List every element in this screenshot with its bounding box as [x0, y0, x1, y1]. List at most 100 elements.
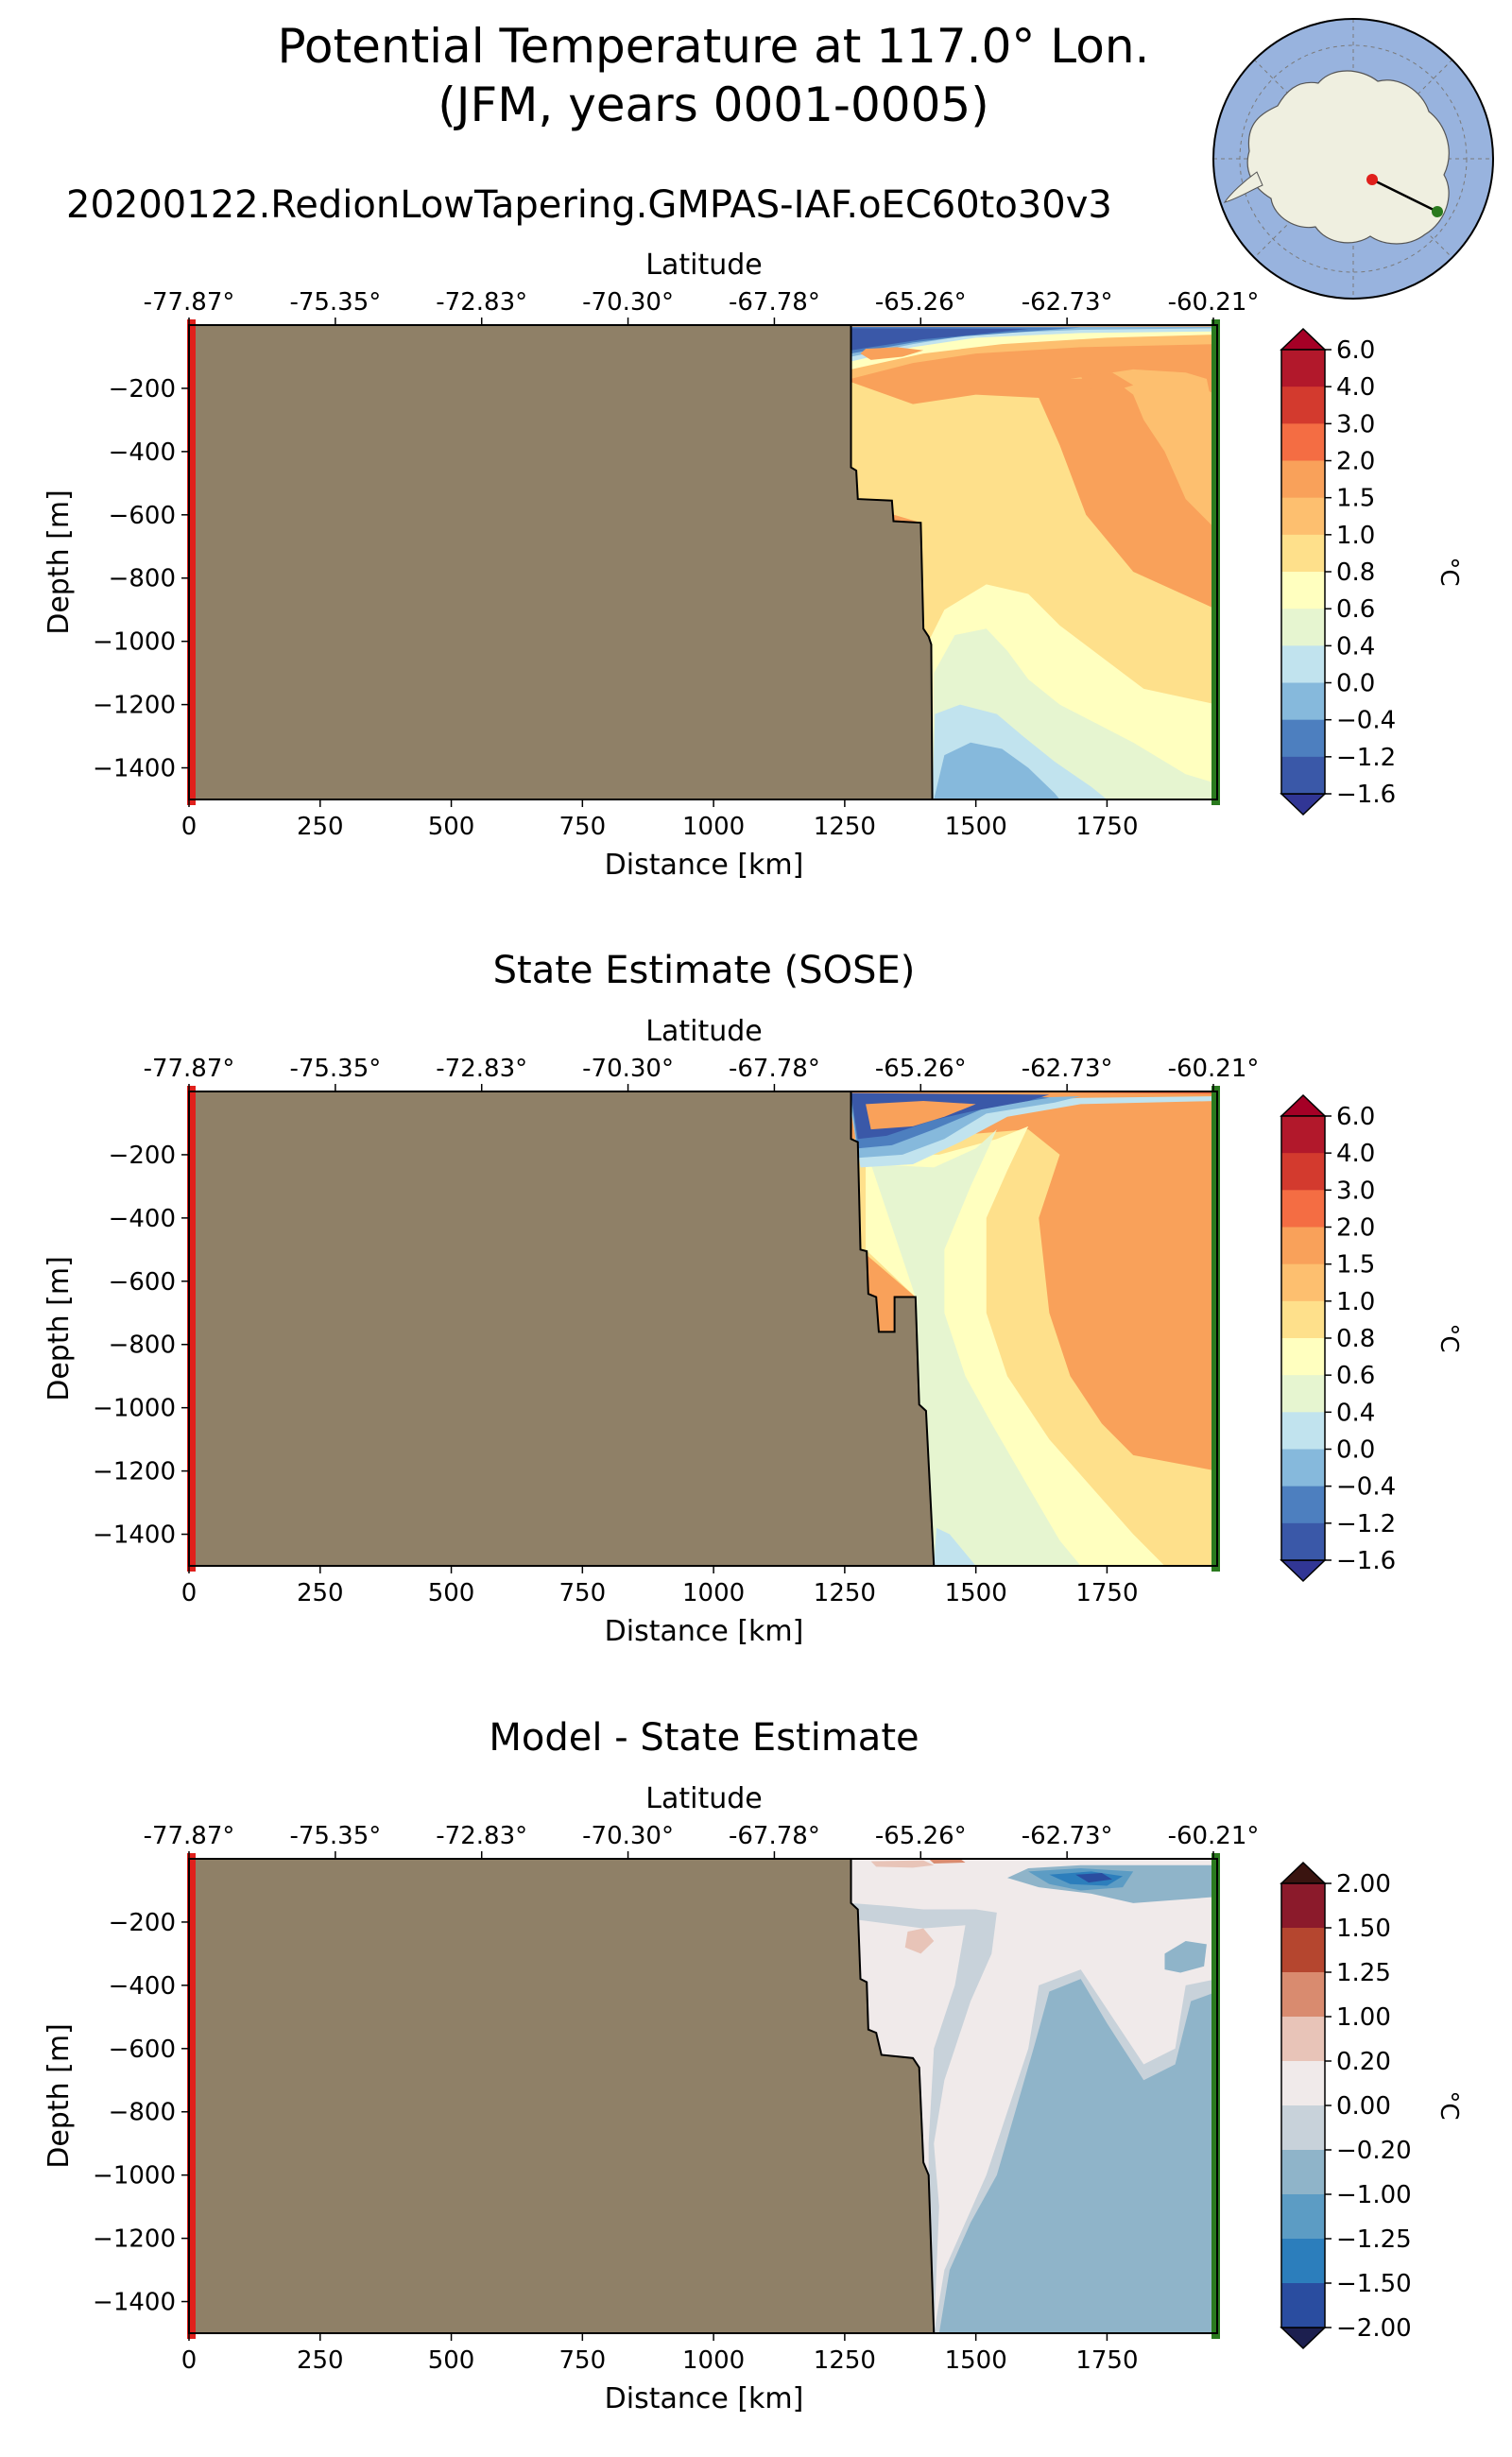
section-end-bar [1211, 319, 1220, 805]
y-tick-label: −1200 [93, 1458, 176, 1486]
colorbar-swatch-5 [1281, 1300, 1325, 1339]
x-axis-label: Distance [km] [605, 1615, 804, 1648]
coastline-contour [850, 325, 934, 799]
colorbar-tick-label: 1.5 [1336, 485, 1375, 513]
colorbar-tick-label: 1.50 [1336, 1915, 1391, 1943]
contour-region-13 [1075, 1873, 1112, 1883]
y-tick-label: −200 [109, 1142, 176, 1170]
contour-region-2 [870, 1129, 1081, 1566]
map-border [1212, 18, 1494, 300]
panel-title: State Estimate (SOSE) [493, 949, 916, 992]
antarctica-map-icon [1212, 18, 1494, 300]
colorbar-under-triangle [1280, 2327, 1327, 2350]
contour-region-10 [1101, 1904, 1155, 1913]
lat-tick-label: -67.78° [729, 1055, 820, 1083]
coastline-contour [850, 1859, 936, 2333]
y-tick-label: −1200 [93, 2225, 176, 2254]
y-tick-label: −1000 [93, 628, 176, 657]
contour-region-7 [870, 1860, 935, 1868]
colorbar-swatch-3 [1281, 460, 1325, 499]
section-panel-2: State Estimate (SOSE) 0 250 500 750 1000 1250 1… [43, 949, 1463, 1648]
colorbar: 6.0 4.0 3.0 2.0 1.5 1.0 0.8 0.6 0.4 0.0 −0.4 −1.2 −1… [1280, 327, 1463, 816]
contour-region-8 [866, 1101, 976, 1130]
colorbar-tick-label: 0.20 [1336, 2048, 1391, 2076]
y-tick-label: −600 [109, 502, 176, 530]
colorbar-under-triangle [1280, 1559, 1327, 1583]
x-tick-label: 500 [428, 2346, 475, 2375]
land-mask [189, 325, 933, 799]
lat-tick-label: -77.87° [144, 1055, 235, 1083]
lat-tick-label: -65.26° [875, 1055, 967, 1083]
colorbar-swatch-0 [1281, 350, 1325, 387]
colorbar-tick-label: 0.0 [1336, 1436, 1375, 1465]
contour-region-1 [850, 1918, 966, 2175]
plot-frame [188, 1858, 1218, 2334]
section-start-bar [187, 1086, 196, 1572]
contour-region-11 [860, 347, 924, 360]
colorbar-tick-label: 1.0 [1336, 522, 1375, 550]
x-tick-label: 1250 [814, 2346, 876, 2375]
top-axis-label: Latitude [645, 1782, 762, 1815]
y-tick-label: −200 [109, 1909, 176, 1937]
colorbar-tick-label: −0.4 [1336, 707, 1396, 735]
y-axis-label: Depth [m] [43, 490, 76, 635]
colorbar-tick-label: 2.0 [1336, 448, 1375, 476]
colorbar-swatch-3 [1281, 1227, 1325, 1265]
colorbar-tick-label: 0.8 [1336, 558, 1375, 587]
contour-region-13 [1080, 372, 1134, 392]
x-tick-label: 250 [297, 813, 344, 841]
colorbar-tick-label: 1.0 [1336, 1288, 1375, 1316]
y-tick-label: −800 [109, 1332, 176, 1360]
x-tick-label: 1000 [682, 813, 745, 841]
colorbar-tick-label: 3.0 [1336, 410, 1375, 438]
colorbar-tick-label: −1.2 [1336, 744, 1396, 772]
colorbar-label: °C [1435, 2090, 1463, 2120]
transect-line [1371, 178, 1438, 214]
colorbar-swatch-1 [1281, 1153, 1325, 1191]
colorbar-swatch-4 [1281, 497, 1325, 536]
colorbar-swatch-5 [1281, 534, 1325, 573]
x-tick-label: 0 [181, 1579, 198, 1607]
colorbar-swatch-10 [1281, 719, 1325, 758]
colorbar-tick-label: 4.0 [1336, 1140, 1375, 1168]
colorbar-swatch-1 [1281, 1928, 1325, 1973]
colorbar-swatch-8 [1281, 1412, 1325, 1450]
contour-region-12 [1070, 369, 1217, 531]
plot-area [189, 1859, 1217, 2333]
lat-tick-label: -77.87° [144, 1822, 235, 1850]
colorbar-swatch-8 [1281, 645, 1325, 683]
colorbar-swatch-9 [1281, 682, 1325, 721]
colorbar-tick-label: 0.8 [1336, 1325, 1375, 1353]
x-tick-label: 1250 [814, 813, 876, 841]
colorbar-tick-label: 6.0 [1336, 336, 1375, 365]
lat-tick-label: -60.21° [1168, 288, 1260, 317]
y-axis-label: Depth [m] [43, 2023, 76, 2169]
colorbar-swatch-4 [1281, 2061, 1325, 2106]
colorbar-swatch-4 [1281, 1263, 1325, 1302]
colorbar-swatch-2 [1281, 423, 1325, 461]
y-tick-label: −1400 [93, 1521, 176, 1550]
y-axis-label: Depth [m] [43, 1256, 76, 1401]
lat-tick-label: -60.21° [1168, 1822, 1260, 1850]
colorbar-under-triangle [1280, 793, 1327, 816]
colorbar-swatch-6 [1281, 572, 1325, 610]
lat-tick-label: -70.30° [582, 1055, 674, 1083]
x-tick-label: 0 [181, 813, 198, 841]
section-panel-1: 0 250 500 750 1000 1250 1500 1750 Distance [km] -… [43, 249, 1463, 882]
colorbar-swatch-0 [1281, 1883, 1325, 1929]
colorbar-tick-label: 0.0 [1336, 670, 1375, 698]
x-tick-label: 1750 [1075, 813, 1138, 841]
lat-tick-label: -65.26° [875, 1822, 967, 1850]
y-tick-label: −1400 [93, 755, 176, 783]
colorbar-over-triangle [1280, 1861, 1327, 1884]
colorbar: 6.0 4.0 3.0 2.0 1.5 1.0 0.8 0.6 0.4 0.0 −0.4 −1.2 −1… [1280, 1093, 1463, 1583]
colorbar-label: °C [1435, 557, 1463, 586]
x-axis-label: Distance [km] [605, 849, 804, 882]
colorbar-swatch-3 [1281, 2017, 1325, 2062]
lat-tick-label: -62.73° [1022, 1822, 1113, 1850]
colorbar-tick-label: −0.4 [1336, 1473, 1396, 1502]
lat-tick-label: -72.83° [436, 1822, 527, 1850]
transect-start-marker [1366, 174, 1378, 185]
lat-tick-label: -70.30° [582, 1822, 674, 1850]
contour-region-4 [1164, 1941, 1207, 1973]
